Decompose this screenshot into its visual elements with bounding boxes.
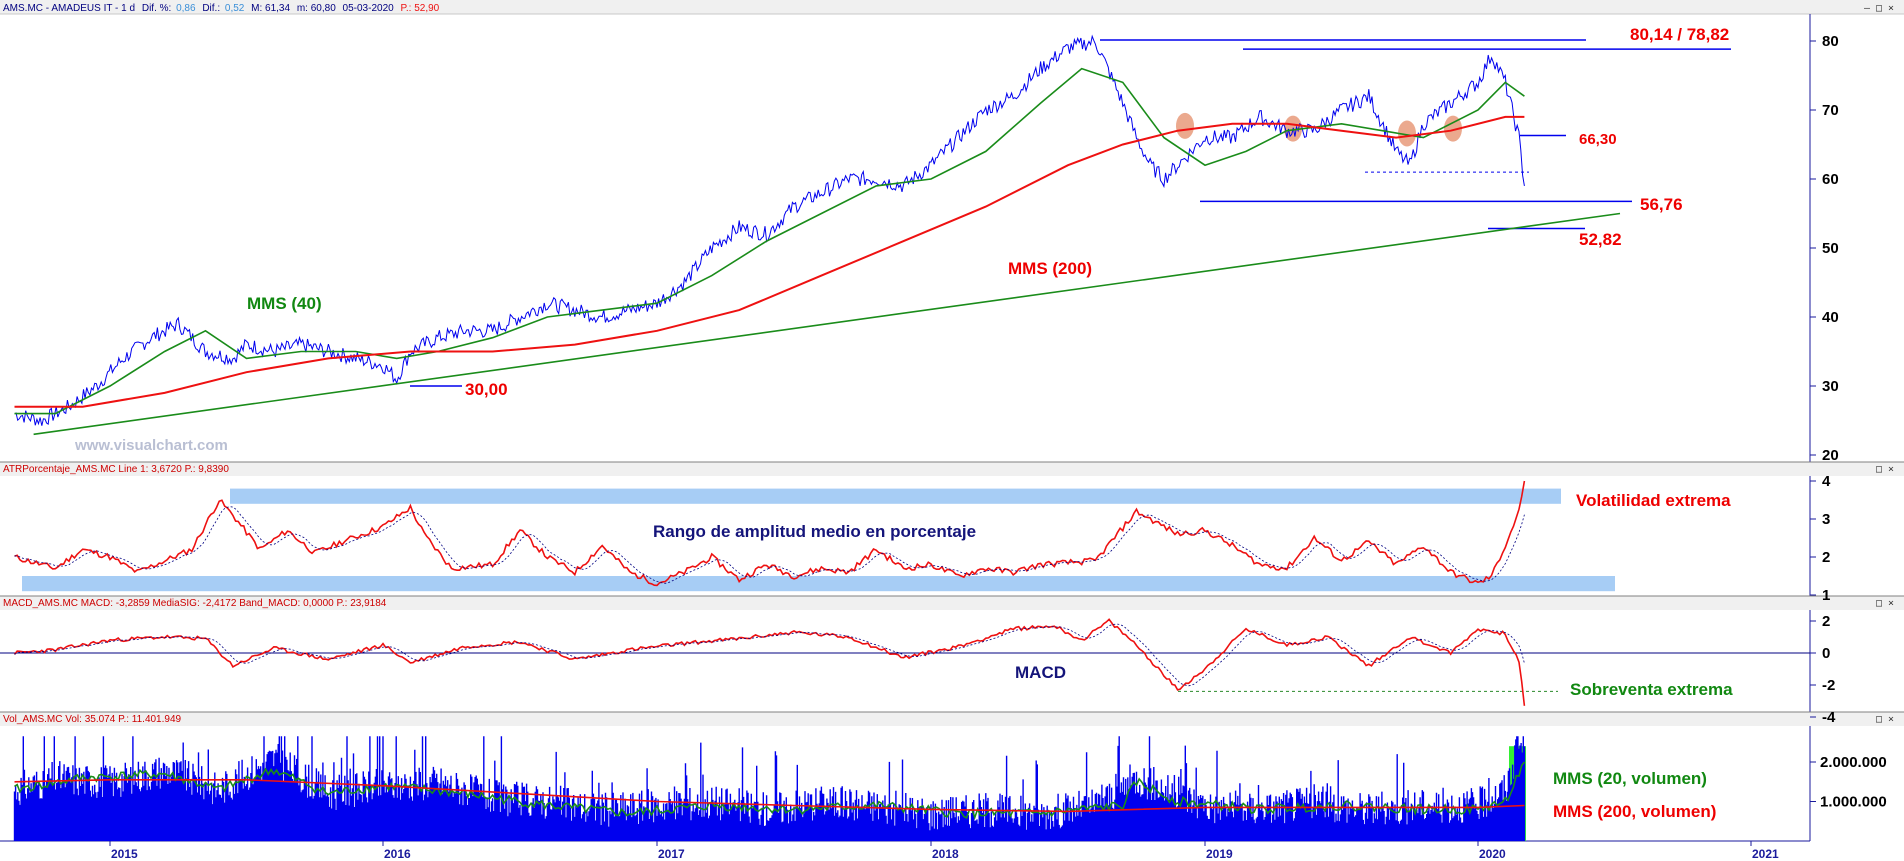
price-ytick-label: 70 [1822,102,1839,119]
volume-panel-header: Vol_AMS.MC Vol: 35.074 P.: 11.401.949 [3,714,182,725]
level-3000-label: 30,00 [465,380,508,399]
volume-mms200-legend: MMS (200, volumen) [1553,802,1716,821]
volume-ytick-label: 1.000.000 [1820,794,1887,811]
level-5676-label: 56,76 [1640,195,1683,214]
price-ytick-label: 30 [1822,378,1839,395]
date-label: 05-03-2020 [343,3,395,14]
macd-ytick-label: -2 [1822,677,1835,694]
atr-ytick-label: 3 [1822,511,1830,528]
atr-upper-band [230,488,1561,504]
atr-plot [14,480,1526,587]
level-high-label: 80,14 / 78,82 [1630,25,1729,44]
price-ytick-label: 20 [1822,447,1839,464]
close-icon[interactable]: × [1888,3,1894,14]
price-panel-header: AMS.MC - AMADEUS IT - 1 d Dif. %: 0,86 D… [3,3,440,14]
macd-series-line [13,618,1526,706]
atr-lower-band [22,576,1615,592]
atr-bands [22,488,1615,592]
volume-maximize-icon[interactable]: □ [1876,714,1882,725]
mms200-label: MMS (200) [1008,259,1092,278]
macd-close-icon[interactable]: × [1888,598,1894,609]
price-series-mms-40- [14,67,1525,415]
atr-signal-line [14,506,1525,584]
atr-ytick-label: 1 [1822,587,1830,604]
xtick-label: 2021 [1752,847,1779,861]
atr-close-icon[interactable]: × [1888,464,1894,475]
macd-title-annotation: MACD [1015,663,1066,682]
price-ytick-label: 50 [1822,240,1839,257]
crossing-marker [1398,120,1416,147]
price-series-trendline [33,212,1621,436]
atr-panel-header: ATRPorcentaje_AMS.MC Line 1: 3,6720 P.: … [3,464,229,475]
price-ticker: AMS.MC - AMADEUS IT - 1 d [3,3,135,14]
crossing-marker [1444,115,1462,142]
minimize-icon[interactable]: – [1864,3,1871,14]
price-ytick-label: 80 [1822,33,1839,50]
atr-title-annotation: Rango de amplitud medio en porcentaje [653,522,976,541]
atr-series-line [14,480,1526,587]
volatility-annotation: Volatilidad extrema [1576,491,1731,510]
price-ytick-label: 60 [1822,171,1839,188]
atr-ytick-label: 2 [1822,549,1830,566]
xtick-label: 2017 [658,847,685,861]
xtick-label: 2020 [1479,847,1506,861]
watermark: www.visualchart.com [74,437,228,454]
axes: 20304050607080123420-2-41.000.0002.000.0… [109,33,1887,861]
mms40-label: MMS (40) [247,294,322,313]
maximize-icon[interactable]: □ [1876,3,1882,14]
macd-maximize-icon[interactable]: □ [1876,598,1882,609]
diff-pct-value: 0,86 [176,3,196,14]
volume-series-mms200 [14,779,1525,813]
level-5282-label: 52,82 [1579,230,1622,249]
volume-series-mms20 [14,761,1526,820]
macd-panel-header: MACD_AMS.MC MACD: -3,2859 MediaSIG: -2,4… [3,598,387,609]
macd-ytick-label: -4 [1822,709,1836,726]
atr-ytick-label: 4 [1822,473,1831,490]
macd-ytick-label: 2 [1822,613,1830,630]
close-price-label: P.: 52,90 [400,3,439,14]
macd-plot [13,618,1526,706]
xtick-label: 2019 [1206,847,1233,861]
xtick-label: 2016 [384,847,411,861]
atr-maximize-icon[interactable]: □ [1876,464,1882,475]
xtick-label: 2015 [111,847,138,861]
macd-ytick-label: 0 [1822,645,1830,662]
crossing-marker [1176,112,1194,139]
price-plot [14,34,1621,436]
volume-ytick-label: 2.000.000 [1820,754,1887,771]
xtick-label: 2018 [932,847,959,861]
level-6630-label: 66,30 [1579,131,1617,148]
volume-plot [13,736,1526,841]
volume-close-icon[interactable]: × [1888,714,1894,725]
volume-mms20-legend: MMS (20, volumen) [1553,769,1707,788]
price-series-mms-200- [14,115,1525,408]
macd-signal-line [14,623,1525,687]
price-ytick-label: 40 [1822,309,1839,326]
window-controls: – □ × □ × □ × □ × [1864,3,1894,725]
oversold-annotation: Sobreventa extrema [1570,680,1733,699]
diff-value: 0,52 [225,3,245,14]
price-panel-decor [410,39,1731,387]
